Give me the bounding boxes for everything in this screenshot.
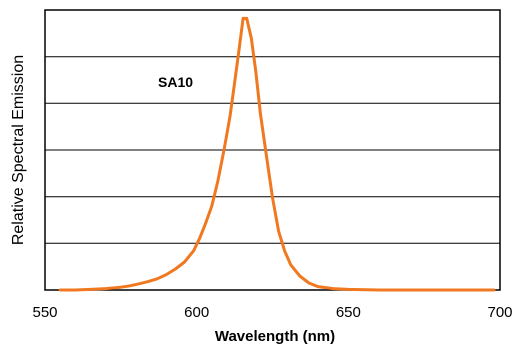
plot-frame bbox=[44, 9, 501, 291]
x-tick-label-550: 550 bbox=[32, 304, 57, 321]
x-tick-labels: 550 600 650 700 bbox=[32, 304, 512, 321]
x-tick-label-650: 650 bbox=[336, 304, 361, 321]
x-tick-label-600: 600 bbox=[184, 304, 209, 321]
annotation-label: SA10 bbox=[158, 74, 193, 90]
series-line-sa10 bbox=[58, 16, 496, 292]
y-axis-title: Relative Spectral Emission bbox=[10, 55, 27, 245]
x-tick-label-700: 700 bbox=[487, 304, 512, 321]
grid-lines bbox=[45, 56, 500, 244]
x-axis-title: Wavelength (nm) bbox=[215, 328, 335, 345]
